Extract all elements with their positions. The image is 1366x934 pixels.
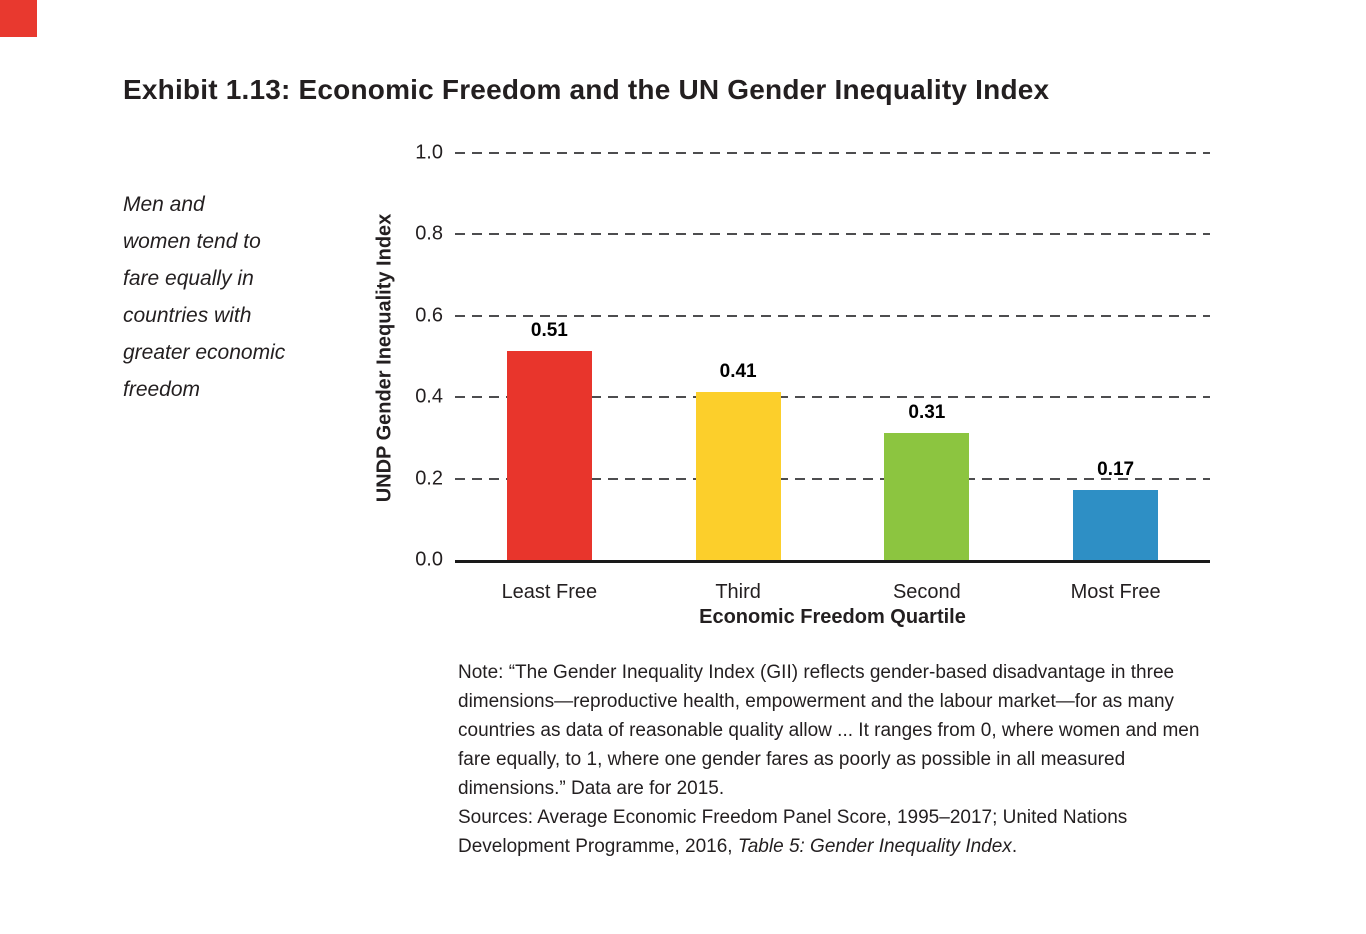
bar-least-free bbox=[506, 350, 592, 560]
y-tick-label-1.0: 1.0 bbox=[415, 141, 443, 164]
corner-accent-square bbox=[0, 0, 37, 37]
y-tick-label-0.2: 0.2 bbox=[415, 467, 443, 490]
notes-block: Note: “The Gender Inequality Index (GII)… bbox=[458, 658, 1213, 861]
y-tick-label-0.4: 0.4 bbox=[415, 385, 443, 408]
bar-value-label-most-free: 0.17 bbox=[1097, 459, 1135, 481]
sources-period: . bbox=[1011, 836, 1018, 857]
exhibit-title: Exhibit 1.13: Economic Freedom and the U… bbox=[123, 74, 1050, 105]
x-axis-title: Economic Freedom Quartile bbox=[699, 606, 966, 628]
gridline-y-1.0 bbox=[455, 152, 1210, 154]
sources-italic-text: Table 5: Gender Inequality Index bbox=[737, 836, 1012, 857]
sources-paragraph: Sources: Average Economic Freedom Panel … bbox=[458, 803, 1213, 861]
x-tick-label-second: Second bbox=[892, 581, 961, 603]
bar-value-label-third: 0.41 bbox=[719, 360, 757, 382]
x-tick-label-most-free: Most Free bbox=[1070, 581, 1161, 603]
y-tick-label-0.8: 0.8 bbox=[415, 222, 443, 245]
y-axis-title: UNDP Gender Inequality Index bbox=[373, 213, 396, 503]
sources-text: Sources: Average Economic Freedom Panel … bbox=[458, 807, 1128, 857]
callout-text: Men and women tend to fare equally in co… bbox=[123, 193, 286, 401]
gridline-y-0.6 bbox=[455, 314, 1210, 317]
bar-value-label-least-free: 0.51 bbox=[530, 319, 568, 341]
gridline-y-0.4 bbox=[455, 396, 1210, 399]
bar-chart-plot-area: 0.0 0.2 0.4 0.6 0.8 1.0 0.51 Least Free 0.41 Thir… bbox=[415, 142, 1210, 603]
x-tick-label-third: Third bbox=[715, 581, 761, 603]
y-tick-label-0.0: 0.0 bbox=[415, 548, 443, 571]
note-paragraph: Note: “The Gender Inequality Index (GII)… bbox=[458, 662, 1200, 799]
bar-second bbox=[884, 432, 970, 560]
y-tick-label-0.6: 0.6 bbox=[415, 304, 443, 327]
gridline-y-0.2 bbox=[455, 477, 1210, 480]
bar-most-free bbox=[1073, 490, 1159, 560]
bar-third bbox=[695, 391, 781, 560]
gridline-y-0.8 bbox=[455, 233, 1210, 236]
bar-value-label-second: 0.31 bbox=[908, 401, 946, 423]
x-tick-label-least-free: Least Free bbox=[501, 581, 598, 603]
